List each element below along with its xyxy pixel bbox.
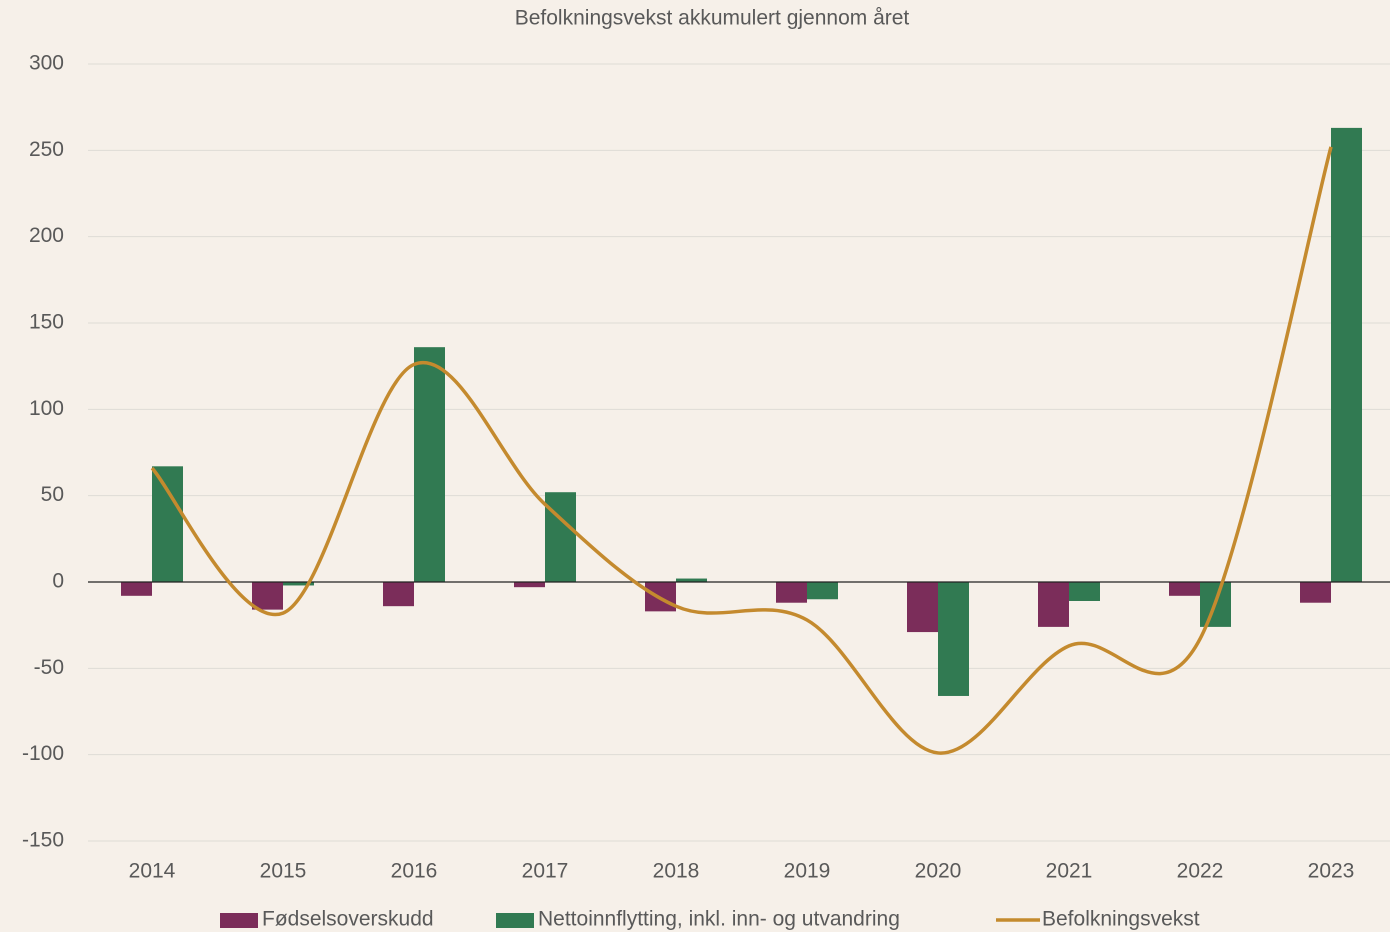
y-tick-label: 0 xyxy=(52,570,64,593)
bar xyxy=(1300,582,1331,603)
legend-label: Befolkningsvekst xyxy=(1042,908,1200,931)
bar xyxy=(383,582,414,607)
chart-title: Befolkningsvekst akkumulert gjennom året xyxy=(515,7,910,30)
bar xyxy=(545,492,576,582)
legend-label: Nettoinnflytting, inkl. inn- og utvandri… xyxy=(538,908,900,931)
bar xyxy=(514,582,545,588)
bar xyxy=(1331,127,1362,583)
x-tick-label: 2014 xyxy=(129,860,176,883)
bar xyxy=(1169,582,1200,596)
bar xyxy=(938,582,969,696)
bar xyxy=(283,582,314,586)
y-tick-label: 200 xyxy=(29,224,64,247)
x-tick-label: 2020 xyxy=(915,860,962,883)
bar xyxy=(776,582,807,603)
y-tick-label: -50 xyxy=(34,656,64,679)
bar xyxy=(121,582,152,596)
line xyxy=(150,146,1333,755)
x-tick-label: 2019 xyxy=(784,860,831,883)
x-tick-label: 2023 xyxy=(1308,860,1355,883)
legend-swatch xyxy=(220,913,258,928)
x-tick-label: 2022 xyxy=(1177,860,1224,883)
legend-label: Fødselsoverskudd xyxy=(262,908,434,931)
y-tick-label: 250 xyxy=(29,138,64,161)
bar xyxy=(807,582,838,600)
bar xyxy=(1038,582,1069,627)
y-tick-label: 50 xyxy=(41,483,64,506)
legend-swatch xyxy=(496,913,534,928)
bar xyxy=(414,347,445,582)
bar xyxy=(907,582,938,633)
x-tick-label: 2017 xyxy=(522,860,569,883)
x-tick-label: 2018 xyxy=(653,860,700,883)
x-tick-label: 2016 xyxy=(391,860,438,883)
y-tick-label: 300 xyxy=(29,52,64,75)
bar xyxy=(676,578,707,582)
bar xyxy=(1069,582,1100,601)
x-tick-label: 2021 xyxy=(1046,860,1093,883)
x-tick-label: 2015 xyxy=(260,860,307,883)
bar xyxy=(152,466,183,582)
y-tick-label: 150 xyxy=(29,311,64,334)
y-tick-label: -100 xyxy=(22,742,64,765)
bar xyxy=(252,582,283,610)
y-tick-label: 100 xyxy=(29,397,64,420)
y-tick-label: -150 xyxy=(22,829,64,852)
